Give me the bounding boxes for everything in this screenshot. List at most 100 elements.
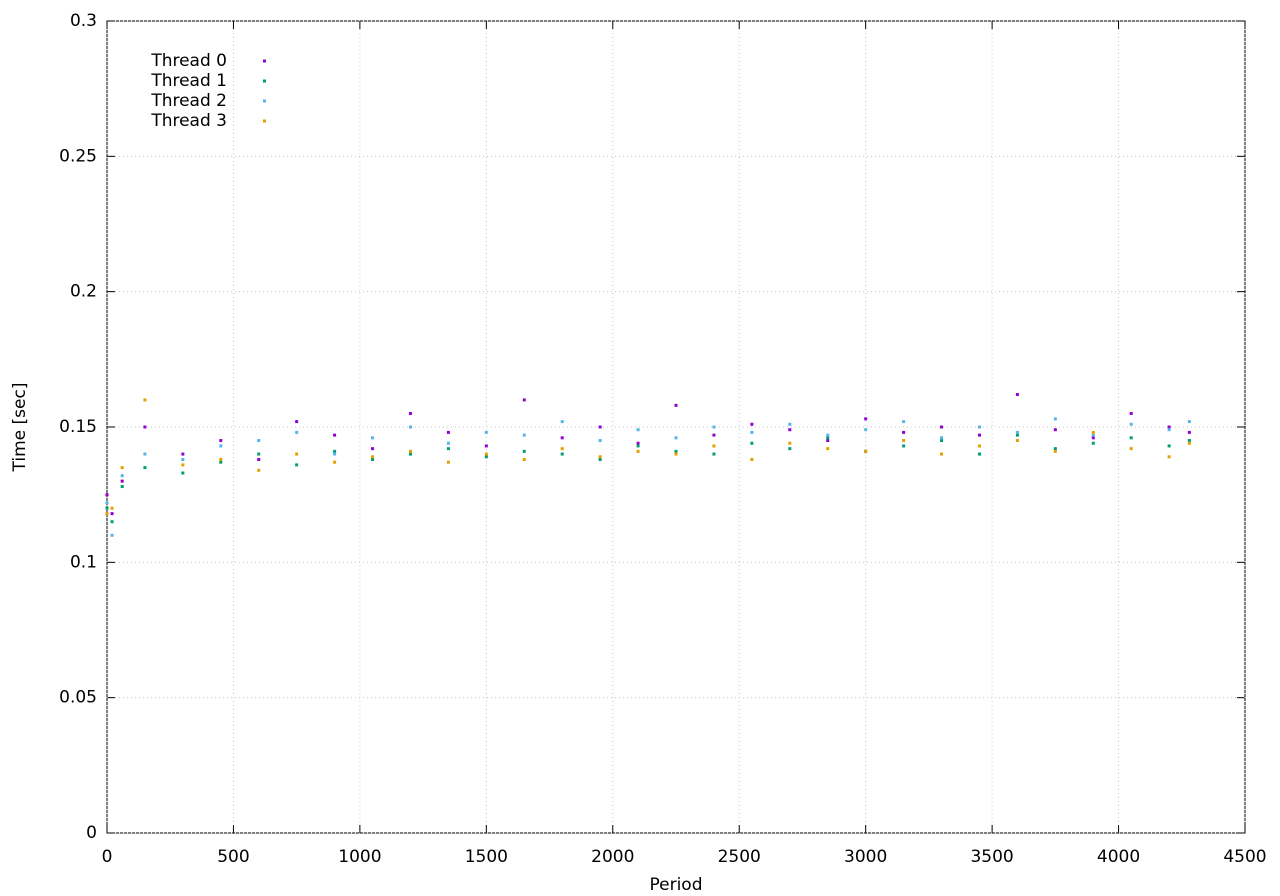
point	[674, 403, 678, 407]
point	[408, 411, 412, 415]
legend-swatch	[263, 99, 266, 103]
point	[940, 452, 944, 456]
point	[560, 420, 564, 424]
point	[1167, 444, 1171, 448]
point	[1129, 436, 1133, 440]
point	[940, 436, 944, 440]
point	[1015, 430, 1019, 434]
point	[1187, 420, 1191, 424]
x-axis-label: Period	[649, 875, 702, 895]
point	[826, 433, 830, 437]
point	[522, 398, 526, 402]
x-tick-label: 2000	[591, 847, 634, 867]
point	[110, 520, 114, 524]
point	[408, 449, 412, 453]
point	[750, 430, 754, 434]
point	[181, 463, 185, 467]
point	[219, 460, 223, 464]
point	[788, 447, 792, 451]
y-tick-label: 0.25	[59, 146, 97, 166]
point	[1167, 455, 1171, 459]
legend-swatch	[263, 119, 266, 123]
point	[295, 463, 299, 467]
point	[120, 485, 124, 489]
point	[105, 506, 109, 510]
point	[371, 436, 375, 440]
point	[120, 474, 124, 478]
point	[110, 533, 114, 537]
y-axis-label: Time [sec]	[10, 383, 30, 473]
point	[1053, 449, 1057, 453]
point	[181, 452, 185, 456]
point	[788, 422, 792, 426]
point	[636, 441, 640, 445]
point	[1015, 393, 1019, 397]
point	[143, 466, 147, 470]
point	[1053, 447, 1057, 451]
point	[864, 449, 868, 453]
point	[826, 436, 830, 440]
point	[674, 436, 678, 440]
point	[560, 452, 564, 456]
x-tick-label: 4500	[1223, 847, 1266, 867]
point	[940, 439, 944, 443]
point	[864, 428, 868, 432]
point	[1091, 441, 1095, 445]
point	[750, 441, 754, 445]
point	[636, 444, 640, 448]
point	[110, 506, 114, 510]
point	[902, 430, 906, 434]
point	[1091, 433, 1095, 437]
point	[1015, 439, 1019, 443]
point	[219, 444, 223, 448]
point	[181, 457, 185, 461]
point	[598, 455, 602, 459]
y-tick-label: 0.1	[70, 552, 97, 572]
legend-swatch	[263, 59, 266, 63]
point	[977, 444, 981, 448]
point	[977, 425, 981, 429]
point	[105, 493, 109, 497]
point	[1053, 428, 1057, 432]
point	[788, 428, 792, 432]
legend-swatch	[263, 79, 266, 83]
point	[940, 425, 944, 429]
point	[1091, 430, 1095, 434]
point	[598, 457, 602, 461]
x-tick-label: 1500	[465, 847, 508, 867]
point	[1129, 422, 1133, 426]
point	[333, 452, 337, 456]
point	[1129, 411, 1133, 415]
point	[902, 439, 906, 443]
point	[560, 436, 564, 440]
point	[110, 512, 114, 516]
x-tick-label: 2500	[718, 847, 761, 867]
point	[484, 430, 488, 434]
point	[257, 439, 261, 443]
point	[333, 449, 337, 453]
point	[977, 433, 981, 437]
x-tick-label: 1000	[338, 847, 381, 867]
point	[788, 441, 792, 445]
x-tick-label: 3000	[844, 847, 887, 867]
point	[143, 398, 147, 402]
point	[446, 441, 450, 445]
legend-label: Thread 0	[150, 51, 227, 71]
point	[105, 512, 109, 516]
point	[1167, 428, 1171, 432]
point	[1015, 433, 1019, 437]
point	[120, 479, 124, 483]
point	[636, 428, 640, 432]
y-tick-label: 0.3	[70, 11, 97, 31]
point	[864, 417, 868, 421]
point	[712, 433, 716, 437]
point	[712, 444, 716, 448]
point	[674, 449, 678, 453]
point	[484, 455, 488, 459]
point	[219, 439, 223, 443]
point	[143, 425, 147, 429]
point	[712, 425, 716, 429]
point	[522, 433, 526, 437]
point	[902, 444, 906, 448]
point	[120, 466, 124, 470]
